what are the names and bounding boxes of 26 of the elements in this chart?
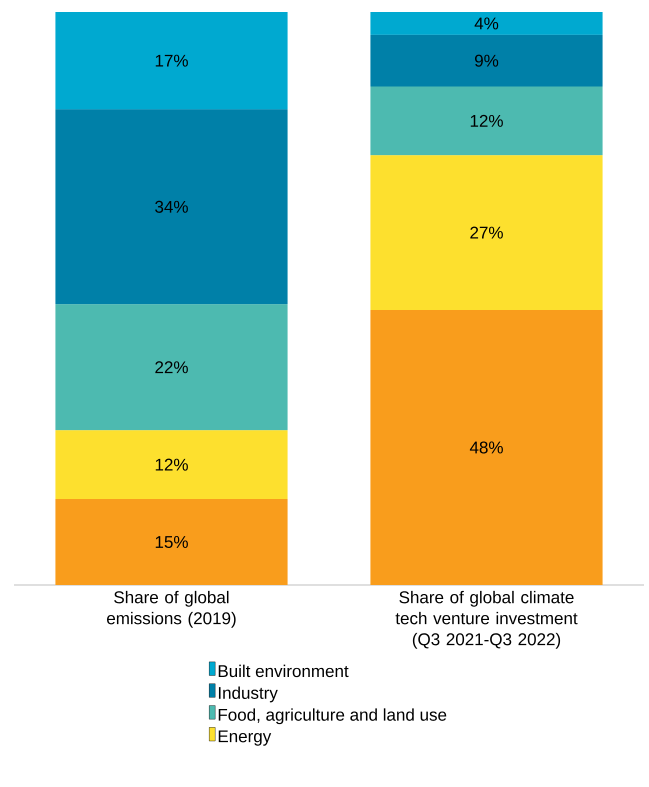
bar <box>55 304 288 430</box>
data-label: 4% <box>474 18 498 30</box>
bar <box>370 12 603 35</box>
bar <box>55 430 288 500</box>
bar <box>370 155 603 310</box>
x-tick-label: Share of global climate tech venture investment (Q3 2021-Q3 2022) <box>396 590 578 649</box>
data-label: 12% <box>470 114 503 127</box>
data-label: 15% <box>156 536 188 548</box>
legend-label: Energy <box>218 730 272 746</box>
bar <box>55 109 288 304</box>
bar <box>370 34 603 86</box>
data-label: 34% <box>155 200 188 213</box>
legend-label: Food, agriculture and land use <box>218 708 446 724</box>
bar <box>55 499 288 585</box>
x-tick-label: Share of global emissions (2019) <box>107 590 236 628</box>
data-label: 22% <box>155 361 188 374</box>
data-label: 12% <box>156 458 188 471</box>
bar <box>55 12 288 110</box>
legend-label: Built environment <box>218 664 349 678</box>
data-label: 9% <box>475 54 498 67</box>
bar <box>370 86 603 156</box>
data-label: 48% <box>470 441 503 454</box>
bar <box>370 310 603 585</box>
data-label: 17% <box>156 54 188 67</box>
legend-label: Industry <box>218 686 278 702</box>
data-label: 27% <box>470 226 503 239</box>
